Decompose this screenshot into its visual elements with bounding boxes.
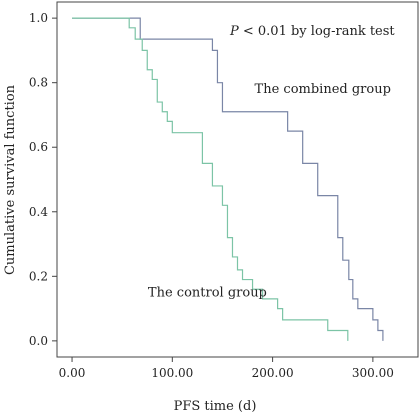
y-tick-label: 0.2 <box>29 269 48 283</box>
y-axis-label: Cumulative survival function <box>3 84 18 275</box>
x-tick-label: 0.00 <box>59 366 86 380</box>
y-tick-label: 0.6 <box>29 140 48 154</box>
x-tick-label: 100.00 <box>151 366 193 380</box>
y-tick-label: 0.0 <box>29 334 48 348</box>
series-lines: The combined group The control group <box>72 17 391 341</box>
axis-ticks: 0.00 100.00 200.00 300.00 0.0 0.2 0.4 0.6 0.8 1.0 <box>29 11 394 380</box>
y-tick-label: 0.4 <box>29 205 48 219</box>
x-tick-label: 200.00 <box>252 366 294 380</box>
series-line-combined <box>72 17 384 341</box>
plot-frame <box>56 1 419 358</box>
series-label-control: The control group <box>148 285 267 300</box>
log-rank-annotation: P < 0.01 by log-rank test <box>229 24 395 39</box>
series-line-control <box>72 17 349 341</box>
y-tick-label: 1.0 <box>29 11 48 25</box>
y-tick-label: 0.8 <box>29 76 48 90</box>
x-axis-label: PFS time (d) <box>174 399 257 414</box>
series-label-combined: The combined group <box>255 82 391 97</box>
x-tick-label: 300.00 <box>352 366 394 380</box>
